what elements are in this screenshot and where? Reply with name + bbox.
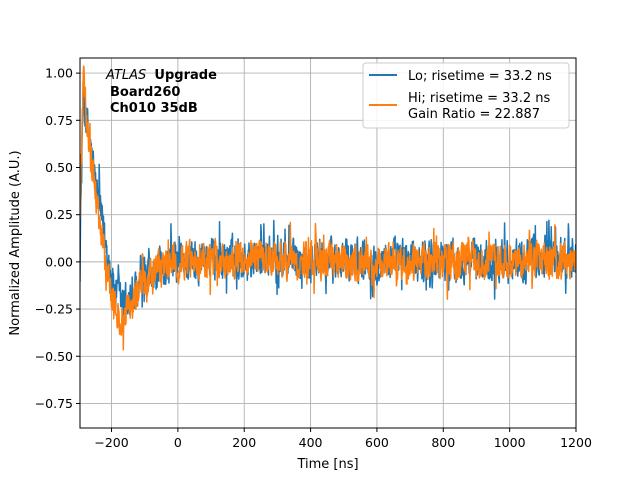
- annotation-experiment-suffix: Upgrade: [154, 68, 217, 83]
- svg-text:ATLAS Upgrade: ATLAS Upgrade: [105, 68, 217, 83]
- series-group: [80, 65, 576, 351]
- y-axis-label: Normalized Amplitude (A.U.): [8, 150, 23, 335]
- annotation-experiment: ATLAS: [105, 68, 146, 83]
- x-axis: −200 0 200 400 600 800 1000 1200: [94, 428, 592, 450]
- legend-label-hi: Hi; risetime = 33.2 ns Gain Ratio = 22.8…: [408, 91, 554, 122]
- legend-label-hi-line2: Gain Ratio = 22.887: [408, 107, 540, 122]
- y-tick-label: −0.25: [35, 302, 73, 317]
- x-axis-label: Time [ns]: [296, 457, 358, 472]
- y-axis: −0.75 −0.50 −0.25 0.00 0.25 0.50 0.75 1.00: [35, 66, 80, 411]
- y-tick-label: 0.75: [45, 113, 73, 128]
- x-tick-label: 0: [174, 435, 182, 450]
- x-tick-label: 1000: [494, 435, 526, 450]
- annotation-board: Board260: [110, 85, 180, 100]
- legend: Lo; risetime = 33.2 ns Hi; risetime = 33…: [362, 62, 570, 129]
- y-tick-label: 1.00: [45, 66, 73, 81]
- x-tick-label: 600: [365, 435, 389, 450]
- legend-label-hi-line1: Hi; risetime = 33.2 ns: [408, 91, 550, 106]
- y-tick-label: 0.25: [45, 207, 73, 222]
- legend-box: [362, 62, 570, 129]
- x-tick-label: 800: [431, 435, 455, 450]
- legend-label-lo: Lo; risetime = 33.2 ns: [408, 69, 552, 84]
- x-tick-label: 200: [232, 435, 256, 450]
- y-tick-label: −0.75: [35, 396, 73, 411]
- x-tick-label: −200: [94, 435, 128, 450]
- annotation-channel: Ch010 35dB: [110, 101, 198, 116]
- x-tick-label: 400: [299, 435, 323, 450]
- plot-frame: [79, 57, 577, 429]
- y-tick-label: 0.50: [45, 160, 73, 175]
- annotation: ATLAS Upgrade Board260 Ch010 35dB: [105, 68, 217, 116]
- y-tick-label: −0.50: [35, 349, 73, 364]
- y-tick-label: 0.00: [45, 254, 73, 269]
- series-line-hi: [80, 65, 576, 351]
- x-tick-label: 1200: [560, 435, 592, 450]
